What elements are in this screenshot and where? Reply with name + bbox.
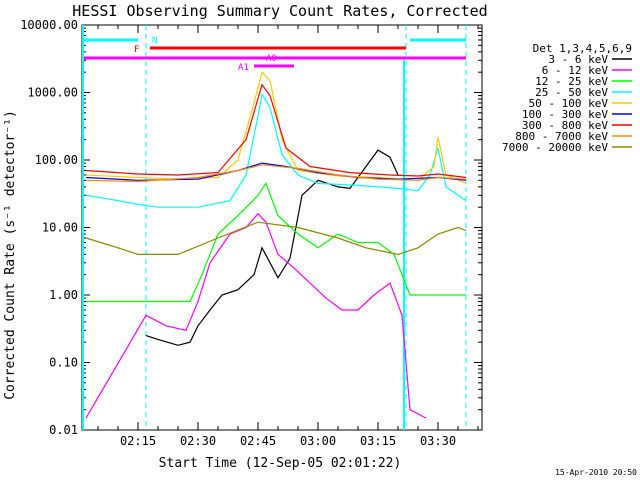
x-tick-label: 02:45 (240, 434, 276, 448)
y-tick-label: 10000.00 (20, 18, 78, 32)
series-line-4 (85, 92, 467, 208)
annotation-n: N (152, 36, 157, 46)
series-line-7 (85, 83, 467, 179)
y-tick-label: 1.00 (49, 288, 78, 302)
x-tick-label: 03:15 (360, 434, 396, 448)
x-tick-label: 03:30 (420, 434, 456, 448)
y-tick-label: 0.01 (49, 423, 78, 437)
legend-entry-label: 50 - 100 keV (529, 97, 609, 110)
y-axis-label: Corrected Count Rate (s⁻¹ detector⁻¹) (3, 110, 18, 400)
series-line-3 (86, 182, 466, 303)
x-tick-label: 03:00 (300, 434, 336, 448)
legend-entry-label: 300 - 800 keV (522, 119, 608, 132)
legend-entry-label: 7000 - 20000 keV (502, 141, 608, 154)
legend-entry-label: 800 - 7000 keV (515, 130, 608, 143)
series-line-9 (85, 221, 467, 256)
y-tick-label: 0.10 (49, 356, 78, 370)
legend-entry-label: 6 - 12 keV (542, 64, 609, 77)
legend-entry-label: 12 - 25 keV (535, 75, 608, 88)
footer-stamp: 15-Apr-2010 20:50 (555, 468, 637, 477)
chart-title: HESSI Observing Summary Count Rates, Cor… (72, 2, 487, 20)
attenuator-overlays: N F A0 A1 (82, 25, 467, 430)
annotation-f: F (134, 45, 139, 55)
plot-border (81, 24, 483, 431)
legend-title: Det 1,3,4,5,6,9 (533, 42, 632, 55)
y-tick-label: 1000.00 (27, 86, 78, 100)
x-tick-label: 02:30 (180, 434, 216, 448)
annotation-a1: A1 (238, 63, 249, 73)
series-line-6 (85, 162, 467, 181)
x-axis-ticks: 02:15 02:30 02:45 03:00 03:15 03:30 (97, 25, 479, 448)
series-line-8 (85, 164, 467, 183)
legend-entry-label: 100 - 300 keV (522, 108, 608, 121)
series-line-2 (85, 212, 427, 419)
x-axis-label: Start Time (12-Sep-05 02:01:22) (159, 456, 402, 471)
x-tick-label: 02:15 (120, 434, 156, 448)
legend-entry-label: 3 - 6 keV (548, 53, 608, 66)
y-tick-label: 10.00 (42, 221, 78, 235)
y-axis-ticks: 0.01 0.10 1.00 10.00 100.00 1000.00 10000.00 (20, 18, 482, 437)
series-lines (85, 71, 467, 419)
legend-entry-label: 25 - 50 keV (535, 86, 608, 99)
annotation-a0: A0 (266, 54, 277, 64)
y-tick-label: 100.00 (35, 153, 78, 167)
plot-frame (81, 24, 483, 431)
